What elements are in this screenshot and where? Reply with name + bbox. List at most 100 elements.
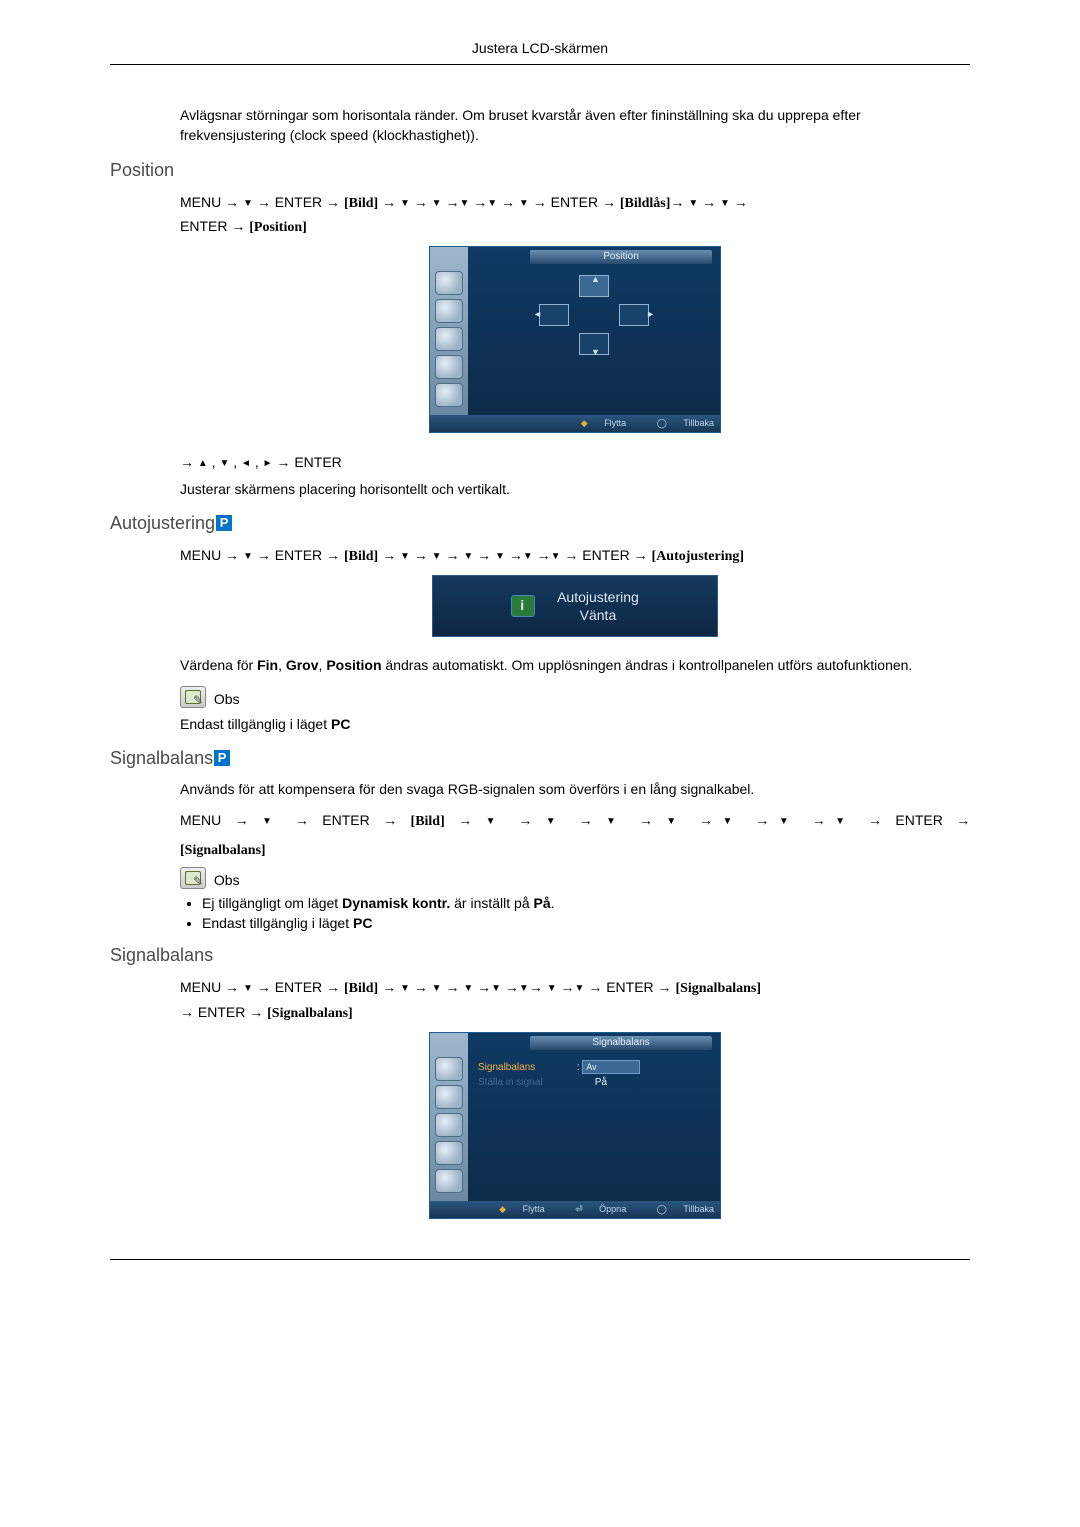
arrow-icon: → bbox=[658, 979, 672, 995]
down-icon: ▼ bbox=[243, 198, 253, 209]
osd-footer-back: Tillbaka bbox=[683, 418, 714, 428]
down-icon: ▼ bbox=[487, 198, 497, 209]
arrow-icon: → bbox=[383, 812, 397, 828]
arrow-icon: → bbox=[257, 547, 271, 563]
nav-bild: [Bild] bbox=[344, 981, 378, 996]
down-icon: ▼ bbox=[243, 983, 253, 994]
down-icon: ▼ bbox=[400, 983, 410, 994]
obs-label: Obs bbox=[214, 872, 240, 888]
arrow-icon: → bbox=[670, 194, 684, 210]
arrow-icon: → bbox=[639, 812, 653, 828]
osd-title: Signalbalans bbox=[530, 1036, 712, 1050]
comma: , bbox=[251, 454, 263, 470]
arrow-icon: → bbox=[564, 547, 578, 563]
arrow-icon: → bbox=[518, 812, 532, 828]
page-header: Justera LCD-skärmen bbox=[110, 40, 970, 65]
arrow-icon: → bbox=[276, 454, 290, 470]
li-bold: På bbox=[534, 895, 551, 911]
arrow-icon: → bbox=[445, 547, 459, 563]
b-pc: PC bbox=[331, 716, 350, 732]
down-icon: ▼ bbox=[688, 198, 698, 209]
arrow-icon: → bbox=[588, 979, 602, 995]
nav-autojustering: [Autojustering] bbox=[652, 549, 745, 564]
osd-sidebar bbox=[430, 1033, 468, 1201]
arrow-icon: → bbox=[414, 979, 428, 995]
info-icon bbox=[511, 595, 535, 617]
nav-enter: ENTER bbox=[275, 547, 322, 563]
nav-bild: [Bild] bbox=[344, 196, 378, 211]
heading-autojustering: AutojusteringP bbox=[110, 513, 970, 534]
down-icon: ▼ bbox=[519, 198, 529, 209]
nav-menu: MENU bbox=[180, 812, 221, 828]
osd-footer-move: Flytta bbox=[523, 1204, 545, 1214]
li-bold: Dynamisk kontr. bbox=[342, 895, 450, 911]
nav-enter: ENTER bbox=[180, 218, 227, 234]
arrow-icon: → bbox=[868, 812, 882, 828]
osd-footer-back: Tillbaka bbox=[683, 1204, 714, 1214]
obs-row: Obs bbox=[180, 686, 970, 708]
signalbalans-p-nav-path-2: [Signalbalans] bbox=[180, 838, 970, 863]
comma: , bbox=[229, 454, 241, 470]
arrow-icon: → bbox=[956, 812, 970, 828]
down-icon: ▼ bbox=[547, 983, 557, 994]
nav-enter: ENTER bbox=[895, 812, 942, 828]
osd-signalbalans-panel: Signalbalans Signalbalans : Av Ställa in… bbox=[429, 1032, 721, 1219]
osd-footer: ◆ Flytta ⏎ Öppna ◯ Tillbaka bbox=[430, 1201, 720, 1218]
nav-enter: ENTER bbox=[551, 194, 598, 210]
down-icon: ▼ bbox=[432, 983, 442, 994]
nav-enter: ENTER bbox=[582, 547, 629, 563]
position-desc: Justerar skärmens placering horisontellt… bbox=[180, 479, 970, 499]
arrow-icon: → bbox=[180, 454, 194, 470]
back-icon: ◯ bbox=[657, 418, 667, 428]
down-icon: ▼ bbox=[523, 551, 533, 562]
p-badge-icon: P bbox=[214, 750, 230, 766]
arrow-icon: → bbox=[537, 547, 551, 563]
arrow-icon: → bbox=[326, 194, 340, 210]
arrow-icon: → bbox=[445, 979, 459, 995]
down-icon: ▼ bbox=[400, 198, 410, 209]
obs-row: Obs bbox=[180, 867, 970, 889]
down-icon: ▼ bbox=[519, 983, 529, 994]
pos-tile-down: ▼ bbox=[579, 333, 609, 355]
osd-footer-open: Öppna bbox=[599, 1204, 626, 1214]
down-icon: ▼ bbox=[713, 816, 742, 827]
nav-enter: ENTER bbox=[322, 812, 369, 828]
arrow-icon: → bbox=[529, 979, 543, 995]
arrow-icon: → bbox=[225, 194, 239, 210]
arrow-icon: → bbox=[533, 194, 547, 210]
osd-sidebar-icon bbox=[435, 1169, 463, 1193]
back-icon: ◯ bbox=[657, 1204, 667, 1214]
arrow-icon: → bbox=[414, 194, 428, 210]
osd-title: Position bbox=[530, 250, 712, 264]
b-fin: Fin bbox=[257, 657, 278, 673]
osd-option-off: Av bbox=[582, 1060, 640, 1074]
arrow-icon: → bbox=[382, 547, 396, 563]
left-icon: ◄ bbox=[241, 458, 251, 469]
nav-menu: MENU bbox=[180, 979, 221, 995]
p-badge-icon: P bbox=[216, 515, 232, 531]
osd-footer: ◆ Flytta ◯ Tillbaka bbox=[430, 415, 720, 432]
down-icon: ▼ bbox=[551, 551, 561, 562]
move-icon: ◆ bbox=[499, 1204, 506, 1214]
down-icon: ▼ bbox=[720, 198, 730, 209]
arrow-icon: → bbox=[755, 812, 769, 828]
pos-tile-up: ▲ bbox=[579, 275, 609, 297]
osd-sidebar-icon bbox=[435, 271, 463, 295]
down-icon: ▼ bbox=[495, 551, 505, 562]
right-icon: ► bbox=[263, 458, 273, 469]
arrow-icon: → bbox=[231, 218, 245, 234]
arrow-icon: → bbox=[477, 979, 491, 995]
signalbalans-nav-path: MENU → ▼ → ENTER → [Bild] → ▼ → ▼ → ▼ →▼… bbox=[180, 976, 970, 1026]
arrow-icon: → bbox=[509, 547, 523, 563]
move-icon: ◆ bbox=[581, 418, 588, 428]
down-icon: ▼ bbox=[666, 816, 685, 827]
down-icon: ▼ bbox=[769, 816, 798, 827]
nav-enter: ENTER bbox=[275, 979, 322, 995]
nav-bild: [Bild] bbox=[344, 549, 378, 564]
li-text: Ej tillgängligt om läget bbox=[202, 895, 342, 911]
li-bold: PC bbox=[353, 915, 372, 931]
position-arrows-line: → ▲ , ▼ , ◄ , ► → ENTER bbox=[180, 451, 970, 475]
arrow-icon: → bbox=[382, 194, 396, 210]
li-text: Endast tillgänglig i läget bbox=[202, 915, 353, 931]
arrow-icon: → bbox=[249, 1004, 263, 1020]
